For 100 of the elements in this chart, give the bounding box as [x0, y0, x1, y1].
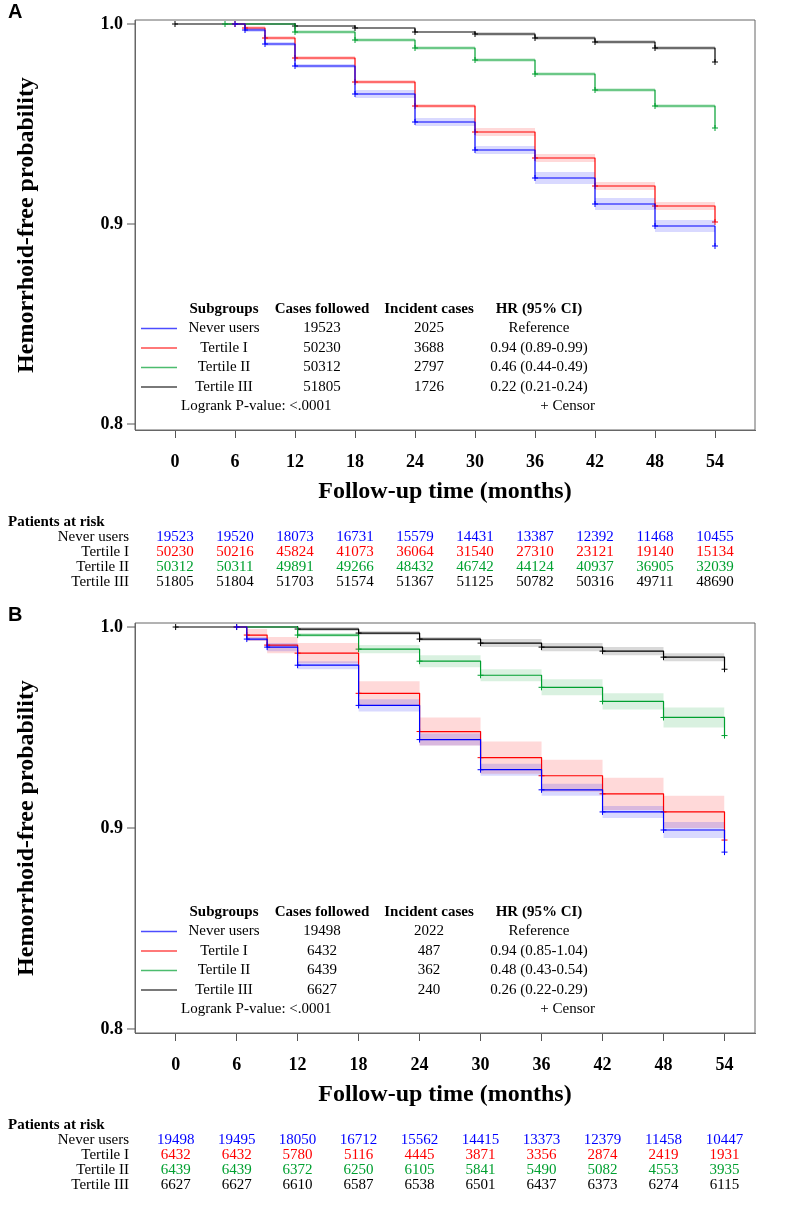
text: 51574 — [336, 572, 375, 589]
text: 36905 — [636, 557, 674, 574]
text: 6372 — [282, 1160, 313, 1177]
point — [355, 629, 363, 637]
text: 48432 — [396, 557, 434, 574]
text: 6432 — [221, 1145, 252, 1162]
text: Tertile II — [76, 1160, 129, 1177]
text: 45824 — [276, 542, 315, 559]
x-tick-label: 30 — [466, 451, 484, 472]
text: 50230 — [156, 542, 194, 559]
text: 3356 — [526, 1145, 558, 1162]
x-tick-label: 24 — [406, 451, 424, 472]
legend-label: Never users — [188, 922, 260, 939]
annotation: 2025 — [414, 319, 444, 336]
text: 2874 — [587, 1145, 619, 1162]
point — [477, 766, 485, 774]
point — [538, 683, 546, 691]
point — [471, 146, 479, 154]
annotation: 2797 — [414, 358, 445, 375]
point — [651, 222, 659, 230]
text: 1931 — [709, 1145, 740, 1162]
point — [416, 657, 424, 665]
text: 6610 — [282, 1175, 313, 1192]
point — [538, 786, 546, 794]
x-tick-label: 6 — [230, 451, 240, 472]
text: 50216 — [216, 542, 255, 559]
annotation: 50230 — [303, 338, 341, 355]
x-tick-label: 42 — [593, 1054, 612, 1075]
text: 49266 — [336, 557, 375, 574]
text: Never users — [57, 1130, 129, 1147]
point — [531, 34, 539, 42]
text: Tertile I — [81, 1145, 129, 1162]
text: 6115 — [709, 1175, 740, 1192]
point — [294, 631, 302, 639]
annotation: 6432 — [307, 941, 337, 958]
text: 6439 — [221, 1160, 252, 1177]
text: 19520 — [216, 527, 254, 544]
text: 36064 — [396, 542, 435, 559]
text: 15134 — [696, 542, 735, 559]
point — [416, 736, 424, 744]
text: 16731 — [336, 527, 374, 544]
annotation: 50312 — [303, 358, 341, 375]
annotation: 0.94 (0.85-1.04) — [490, 941, 588, 959]
text: 6538 — [404, 1175, 435, 1192]
text: 19523 — [156, 527, 194, 544]
text: 50316 — [576, 572, 615, 589]
point — [355, 645, 363, 653]
text: 51367 — [396, 572, 435, 589]
y-tick-label: 1.0 — [100, 615, 123, 636]
point — [591, 38, 599, 46]
annotation: Incident cases — [384, 299, 474, 316]
x-tick-label: 30 — [471, 1054, 490, 1075]
point — [471, 56, 479, 64]
point — [538, 643, 546, 651]
y-axis-title: Hemorrhoid-free probability — [11, 77, 38, 373]
x-tick-label: 18 — [349, 1054, 368, 1075]
x-tick-label: 18 — [346, 451, 364, 472]
text: 11468 — [636, 527, 674, 544]
point — [651, 44, 659, 52]
text: 12379 — [583, 1130, 622, 1147]
x-tick-label: 0 — [170, 451, 180, 472]
text: Tertile III — [71, 572, 129, 589]
x-tick-label: 0 — [171, 1054, 181, 1075]
text: 3935 — [709, 1160, 740, 1177]
point — [591, 200, 599, 208]
text: 13387 — [516, 527, 555, 544]
text: 12392 — [576, 527, 614, 544]
text: 5116 — [343, 1145, 374, 1162]
text: 44124 — [516, 557, 555, 574]
legend-label: Tertile I — [200, 941, 248, 958]
text: 51703 — [276, 572, 314, 589]
text: 14415 — [461, 1130, 500, 1147]
annotation: 6627 — [307, 980, 338, 997]
annotation: 487 — [417, 941, 441, 958]
text: 50312 — [156, 557, 194, 574]
point — [651, 102, 659, 110]
text: Never users — [57, 527, 129, 544]
chart-title: A — [8, 0, 23, 22]
x-tick-label: 12 — [288, 1054, 307, 1075]
text: 51804 — [216, 572, 255, 589]
text: 11458 — [645, 1130, 682, 1147]
text: 31540 — [456, 542, 494, 559]
x-tick-label: 6 — [232, 1054, 242, 1075]
text: 50311 — [216, 557, 254, 574]
text: 6627 — [221, 1175, 253, 1192]
text: 19498 — [156, 1130, 195, 1147]
annotation: 0.46 (0.44-0.49) — [490, 358, 588, 376]
annotation: + Censor — [540, 397, 595, 414]
y-tick-label: 0.9 — [100, 212, 123, 233]
text: 6437 — [526, 1175, 558, 1192]
text: 51125 — [456, 572, 494, 589]
legend-label: Tertile III — [195, 377, 253, 394]
text: 46742 — [456, 557, 494, 574]
text: 2419 — [648, 1145, 679, 1162]
annotation: Subgroups — [189, 299, 259, 316]
annotation: 6439 — [307, 961, 337, 978]
point — [416, 635, 424, 643]
annotation: 2022 — [414, 922, 444, 939]
point — [243, 635, 251, 643]
annotation: HR (95% CI) — [495, 902, 583, 920]
